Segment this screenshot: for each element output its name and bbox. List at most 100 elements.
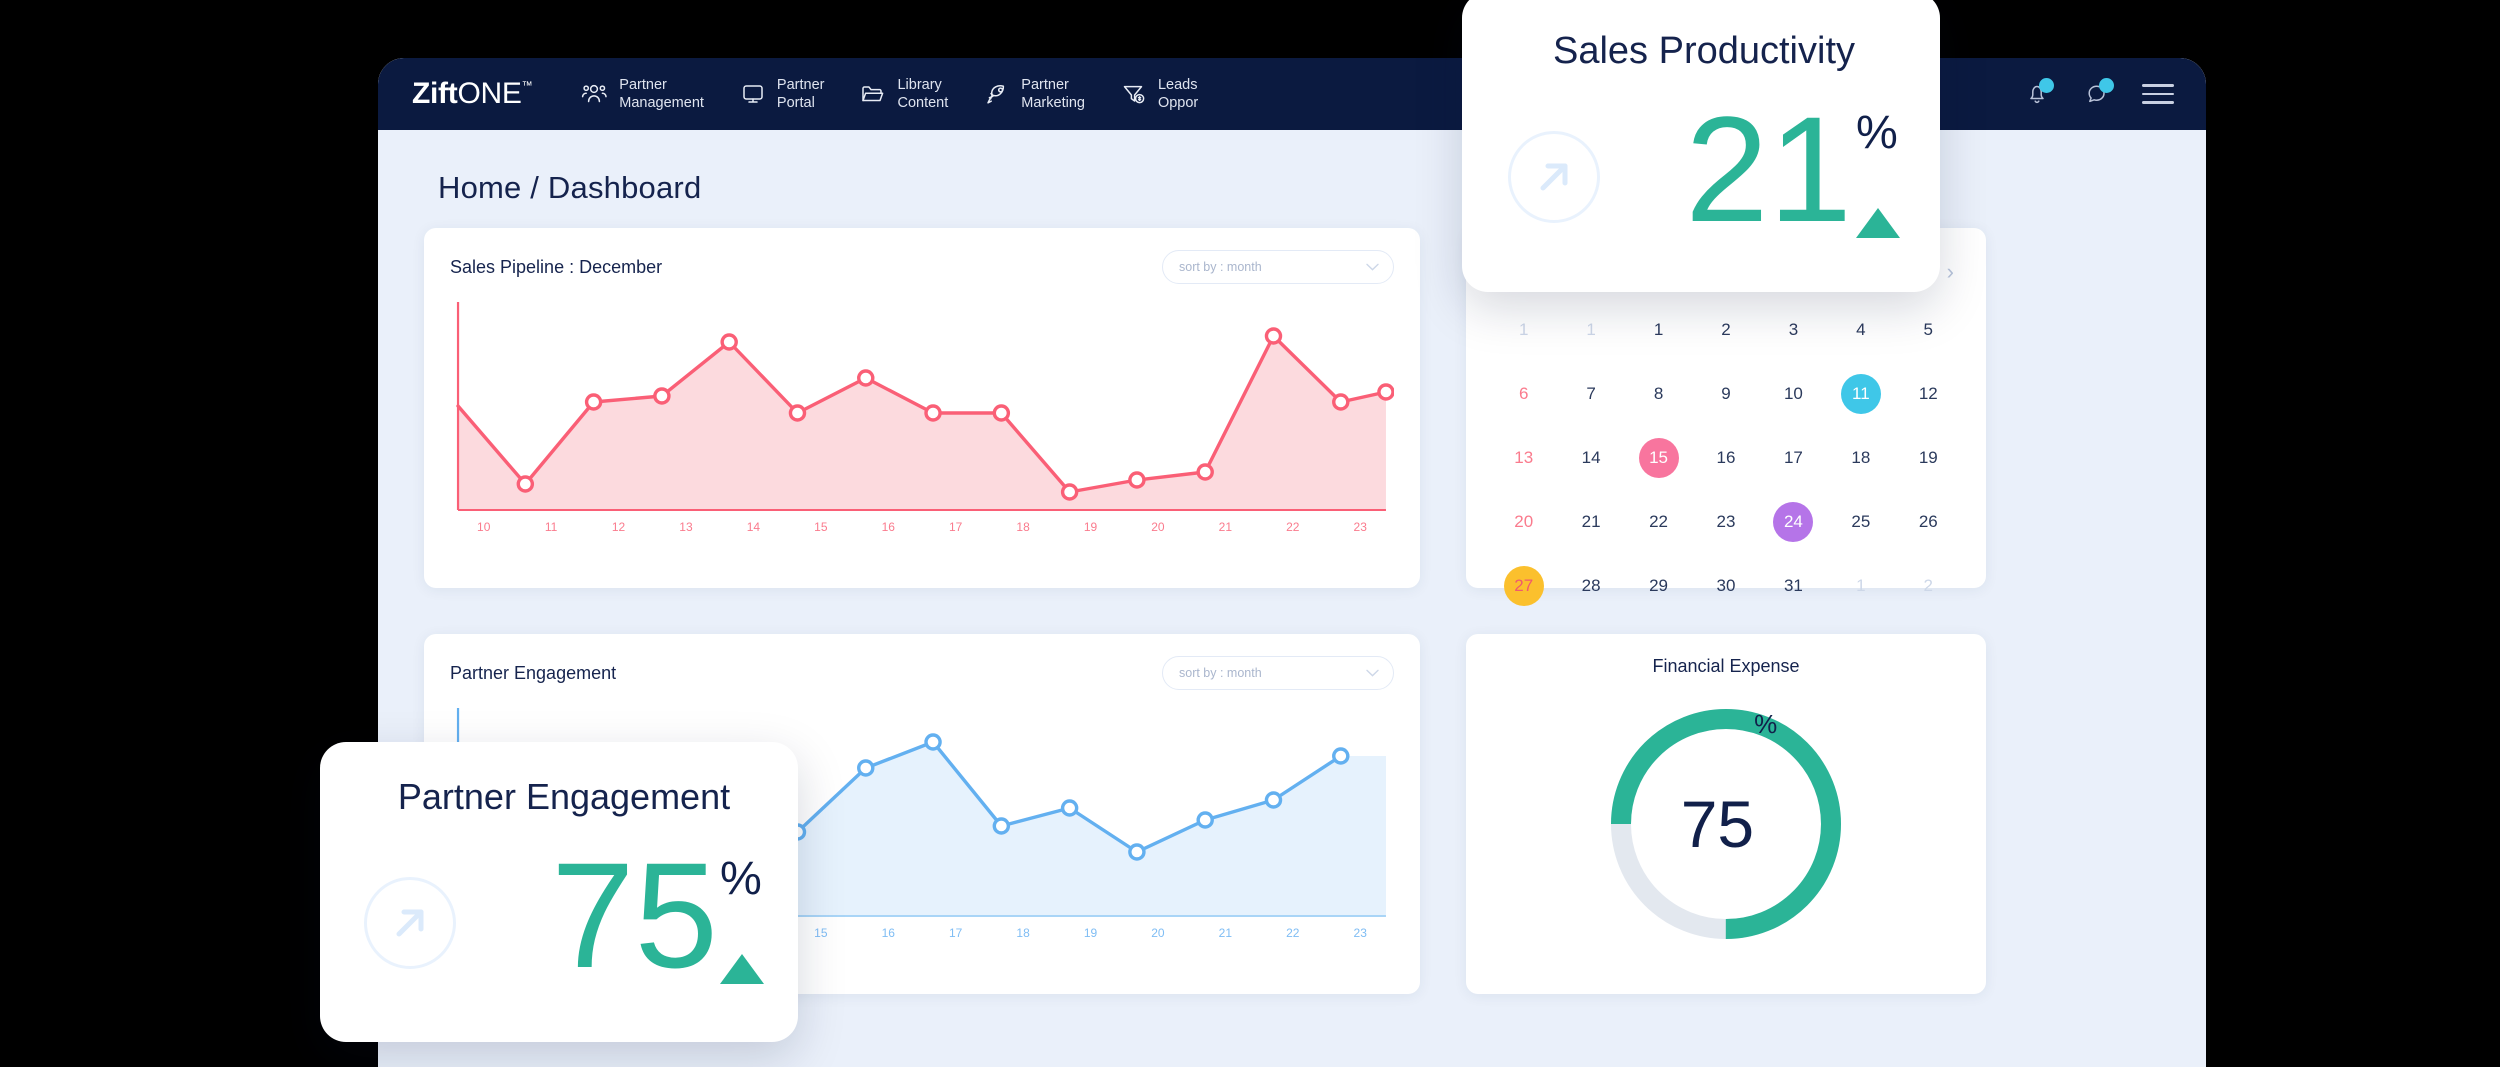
- partner-engagement-sort-dropdown[interactable]: sort by : month: [1162, 656, 1394, 690]
- partner-engagement-value: 75: [551, 831, 718, 999]
- calendar-day[interactable]: 2: [1721, 320, 1731, 339]
- calendar-cell: 5: [1895, 308, 1962, 352]
- dashboard-right-column: › 1 1 1 2 3 4 5 6 7 8 9 10 11 12 13 14 15 16 17 18 19 20 21 22 2…: [1466, 228, 1986, 994]
- donut-fill: [1611, 709, 1841, 939]
- calendar-day[interactable]: 12: [1918, 384, 1938, 403]
- calendar-cell: 8: [1625, 372, 1692, 416]
- hamburger-line: [2142, 84, 2174, 87]
- x-tick: 13: [679, 520, 693, 534]
- sales-pipeline-header: Sales Pipeline : December sort by : mont…: [450, 250, 1394, 284]
- calendar-day[interactable]: 30: [1716, 576, 1736, 595]
- sales-pipeline-sort-dropdown[interactable]: sort by : month: [1162, 250, 1394, 284]
- financial-expense-card: Financial Expense 75 %: [1466, 634, 1986, 994]
- calendar-day[interactable]: 16: [1716, 448, 1736, 467]
- folder-icon: [858, 81, 888, 107]
- logo-text-zift: Zift: [412, 77, 458, 110]
- calendar-day-highlighted[interactable]: 15: [1638, 438, 1679, 478]
- calendar-cell: 9: [1692, 372, 1759, 416]
- calendar-cell: 10: [1760, 372, 1827, 416]
- calendar-day[interactable]: 18: [1851, 448, 1871, 467]
- calendar-day[interactable]: 8: [1653, 384, 1664, 403]
- calendar-cell: 3: [1760, 308, 1827, 352]
- calendar-cell: 23: [1692, 500, 1759, 544]
- x-tick: 20: [1151, 926, 1165, 940]
- x-tick: 21: [1218, 926, 1233, 940]
- hamburger-menu-button[interactable]: [2142, 84, 2174, 104]
- calendar-cell: 14: [1557, 436, 1624, 480]
- calendar-day[interactable]: 7: [1586, 384, 1596, 403]
- calendar-day[interactable]: 21: [1581, 512, 1601, 531]
- hamburger-line: [2142, 101, 2174, 104]
- calendar-day[interactable]: 23: [1716, 512, 1736, 531]
- calendar-day-highlighted[interactable]: 27: [1503, 566, 1544, 606]
- x-tick: 18: [1016, 926, 1030, 940]
- sales-pipeline-x-axis: 10 11 12 13 14 15 16 17 18 19 20 21: [450, 520, 1394, 534]
- donut-chart: [1611, 709, 1841, 939]
- calendar-header: ›: [1490, 244, 1962, 300]
- nav-items: Partner Management Partner Portal: [580, 76, 2022, 113]
- ziftone-logo[interactable]: Zift ONE ™: [412, 77, 533, 110]
- calendar-cell: 11: [1827, 372, 1894, 416]
- calendar-day[interactable]: 22: [1649, 512, 1669, 531]
- calendar-day[interactable]: 17: [1783, 448, 1803, 467]
- calendar-day[interactable]: 26: [1918, 512, 1938, 531]
- trend-up-icon: [720, 954, 764, 984]
- calendar-day[interactable]: 19: [1918, 448, 1938, 467]
- calendar-cell: 2: [1895, 564, 1962, 608]
- messages-button[interactable]: [2082, 78, 2114, 109]
- notifications-button[interactable]: [2022, 78, 2054, 109]
- calendar-day[interactable]: 29: [1649, 576, 1669, 595]
- partner-engagement-popup-body: 75 %: [364, 830, 764, 1016]
- calendar-day[interactable]: 6: [1518, 384, 1529, 403]
- calendar-cell: 7: [1557, 372, 1624, 416]
- breadcrumb: Home / Dashboard: [438, 170, 702, 205]
- sales-productivity-symbols: %: [1856, 108, 1900, 246]
- financial-expense-unit: %: [1754, 709, 1778, 739]
- calendar-day[interactable]: 2: [1923, 576, 1934, 595]
- nav-item-partner-management[interactable]: Partner Management: [580, 76, 704, 113]
- calendar-cell: 26: [1895, 500, 1962, 544]
- x-tick: 17: [948, 926, 963, 940]
- calendar-day[interactable]: 1: [1856, 576, 1866, 595]
- x-tick: 18: [1016, 520, 1030, 534]
- calendar-day[interactable]: 3: [1788, 320, 1799, 339]
- calendar-day[interactable]: 31: [1783, 576, 1803, 595]
- nav-item-leads-opportunities[interactable]: Leads Oppor: [1119, 76, 1198, 113]
- nav-item-partner-portal[interactable]: Partner Portal: [738, 76, 824, 113]
- calendar-day[interactable]: 4: [1856, 320, 1866, 339]
- nav-item-partner-marketing[interactable]: Partner Marketing: [982, 76, 1085, 113]
- financial-expense-donut: 75 %: [1601, 699, 1851, 949]
- calendar-day[interactable]: 13: [1514, 448, 1534, 467]
- calendar-day[interactable]: 25: [1851, 512, 1871, 531]
- calendar-day[interactable]: 14: [1581, 448, 1601, 467]
- partner-engagement-popup-card: Partner Engagement 75 %: [320, 742, 798, 1042]
- calendar-day[interactable]: 28: [1581, 576, 1601, 595]
- monitor-icon: [738, 81, 768, 107]
- nav-label-line1: Partner: [619, 76, 667, 93]
- calendar-day-highlighted[interactable]: 11: [1840, 374, 1881, 414]
- partner-engagement-value-group: 75 %: [551, 831, 764, 999]
- chevron-down-icon: [1366, 669, 1379, 677]
- calendar-day[interactable]: 20: [1514, 512, 1534, 531]
- calendar-day[interactable]: 1: [1586, 320, 1596, 339]
- calendar-cell: 1: [1557, 308, 1624, 352]
- calendar-day[interactable]: 5: [1923, 320, 1934, 339]
- sales-productivity-value-group: 21 %: [1685, 84, 1900, 253]
- x-tick: 11: [544, 520, 558, 534]
- sales-productivity-value: 21: [1685, 84, 1852, 253]
- nav-label: Leads Oppor: [1158, 76, 1198, 113]
- calendar-day-highlighted[interactable]: 24: [1773, 502, 1814, 542]
- partner-engagement-popup-title: Partner Engagement: [397, 776, 731, 817]
- calendar-cell: 2: [1692, 308, 1759, 352]
- chevron-down-icon: [1366, 263, 1379, 271]
- nav-item-library-content[interactable]: Library Content: [858, 76, 948, 113]
- calendar-grid: 1 1 1 2 3 4 5 6 7 8 9 10 11 12 13 14 15 16 17 18 19 20 21 22 23 2…: [1490, 308, 1962, 608]
- calendar-day[interactable]: 1: [1653, 320, 1664, 339]
- partner-engagement-symbols: %: [720, 854, 764, 992]
- calendar-day[interactable]: 10: [1783, 384, 1803, 403]
- calendar-day[interactable]: 9: [1721, 384, 1731, 403]
- calendar-cell: 25: [1827, 500, 1894, 544]
- calendar-day[interactable]: 1: [1518, 320, 1529, 339]
- calendar-cell: 4: [1827, 308, 1894, 352]
- calendar-next-month-button[interactable]: ›: [1946, 259, 1954, 284]
